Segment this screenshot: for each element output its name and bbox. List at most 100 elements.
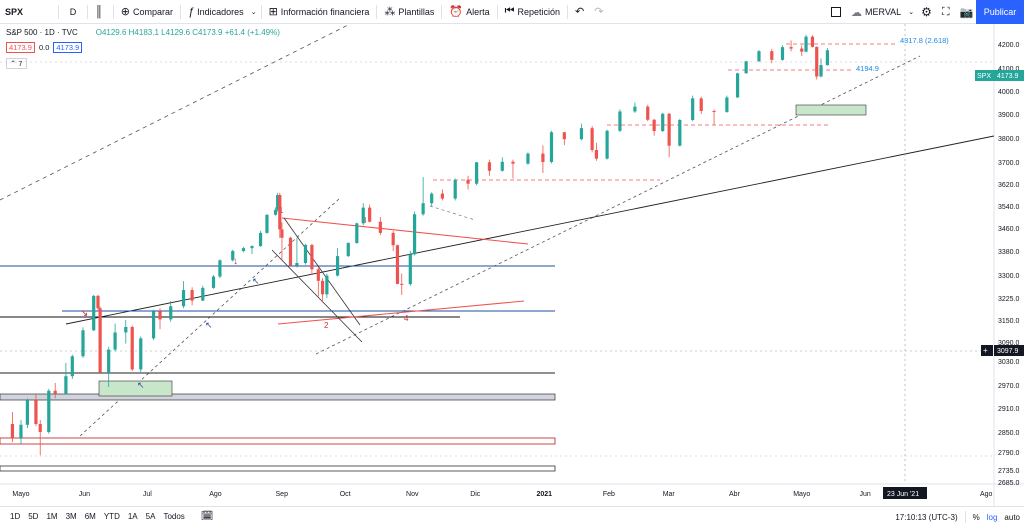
candle <box>320 278 325 303</box>
indicators-button[interactable]: ƒ Indicadores <box>183 0 249 24</box>
log-toggle[interactable]: log <box>986 512 998 522</box>
candle-body <box>361 207 365 224</box>
candle-body <box>395 245 400 284</box>
y-tick-label: 3225.0 <box>998 296 1020 303</box>
candle <box>633 102 637 113</box>
price-axis: 4300.0 4200.0 4100.0 4000.0 3900.0 3800.0 3700… <box>998 24 1020 487</box>
candle-body <box>250 246 254 249</box>
compare-button[interactable]: ⊕ Comparar <box>116 0 178 24</box>
crosshair-price-badge: + 3097.9 <box>981 345 1024 356</box>
templates-button[interactable]: ⁂ Plantillas <box>379 0 439 24</box>
range-button-1m[interactable]: 1M <box>46 512 58 521</box>
candle-body <box>804 36 808 52</box>
toolbar-separator <box>376 4 378 19</box>
publish-button[interactable]: Publicar <box>976 0 1024 24</box>
candle <box>810 35 815 48</box>
replay-button[interactable]: ⏮ Repetición <box>500 0 565 24</box>
undo-button[interactable]: ↶ <box>570 0 589 24</box>
bid-price[interactable]: 4173.9 <box>6 42 35 53</box>
layout-dropdown[interactable]: ⌄ <box>906 0 916 24</box>
candle-body <box>691 98 695 120</box>
candle <box>273 207 278 216</box>
candle-body <box>47 390 51 432</box>
candle <box>310 243 314 275</box>
candle-body <box>661 113 665 132</box>
candle <box>276 192 280 212</box>
redo-button[interactable]: ↷ <box>589 0 608 24</box>
level-zone-dark <box>0 465 556 472</box>
symbol-search[interactable]: SPX <box>0 0 56 24</box>
series-title[interactable]: S&P 500 · 1D · TVC <box>6 28 78 37</box>
alert-button[interactable]: ⏰ Alerta <box>444 0 494 24</box>
candle <box>605 129 609 160</box>
y-tick-label: 3380.0 <box>998 249 1020 256</box>
candle-body <box>211 276 216 288</box>
candle-body <box>241 248 246 251</box>
candle-body <box>735 73 740 98</box>
plus-icon[interactable]: + <box>983 346 988 355</box>
range-button-1d[interactable]: 1D <box>10 512 21 521</box>
candle-body <box>815 46 819 77</box>
candle-body <box>780 47 785 60</box>
fullscreen-toggle-button[interactable] <box>826 0 846 24</box>
candle-body <box>124 326 128 333</box>
chevron-down-icon: ⌄ <box>908 9 915 16</box>
candle <box>10 412 15 442</box>
level-zone-grey <box>0 393 556 401</box>
candle <box>96 294 100 310</box>
candle <box>303 243 308 265</box>
candle <box>201 285 205 301</box>
candle-body <box>10 424 15 439</box>
candle-body <box>25 400 29 425</box>
range-button-3m[interactable]: 3M <box>65 512 77 521</box>
candle-body <box>646 106 650 120</box>
clock-time[interactable]: 17:10:13 (UTC-3) <box>895 512 958 522</box>
wave-lower-line <box>277 300 525 325</box>
candle <box>92 294 96 331</box>
indicators-toggle[interactable]: ⌃ 7 <box>6 58 27 69</box>
chevron-up-icon: ⌃ <box>10 59 17 68</box>
candle <box>250 245 254 254</box>
range-button-5d[interactable]: 5D <box>28 512 39 521</box>
ask-price[interactable]: 4173.9 <box>53 42 83 53</box>
settings-button[interactable]: ⚙ <box>916 0 937 24</box>
candle <box>295 238 299 268</box>
percent-toggle[interactable]: % <box>972 512 980 522</box>
camera-icon: 📷 <box>959 6 974 19</box>
range-button-todos[interactable]: Todos <box>163 512 185 521</box>
cloud-icon: ☁ <box>851 6 862 19</box>
price-chart[interactable]: ↘ ↓ ↖ ↖ ↖ 1 2 3 4 4317.8 (2.618) 4194.9 … <box>0 24 1024 506</box>
candle-body <box>288 237 293 266</box>
candle-body <box>541 153 545 162</box>
compare-label: Comparar <box>133 6 174 17</box>
range-button-ytd[interactable]: YTD <box>103 512 120 521</box>
replay-icon: ⏮ <box>504 5 515 17</box>
financials-button[interactable]: ⊞ Información financiera <box>264 0 375 24</box>
candle-body <box>98 308 102 373</box>
level-zone-red <box>0 437 556 445</box>
publish-label: Publicar <box>983 7 1017 17</box>
candle-body <box>421 203 425 215</box>
toolbar-separator <box>441 4 443 19</box>
range-button-5a[interactable]: 5A <box>145 512 156 521</box>
bottom-toolbar: 1D 5D 1M 3M 6M YTD 1A 5A Todos 🗓 17:10:13 (UTC-3… <box>0 506 1024 526</box>
interval-button[interactable]: D <box>61 0 85 24</box>
date-range-button[interactable]: 🗓 <box>197 511 218 522</box>
candle-body <box>440 193 444 199</box>
candle <box>316 267 320 297</box>
range-button-1a[interactable]: 1A <box>127 512 138 521</box>
candle-body <box>231 251 235 261</box>
templates-icon: ⁂ <box>384 6 396 18</box>
fullscreen-button[interactable]: ⛶ <box>937 0 955 24</box>
indicators-dropdown[interactable]: ⌄ <box>249 0 259 24</box>
range-button-6m[interactable]: 6M <box>84 512 96 521</box>
add-alert-button-bg[interactable] <box>981 345 993 356</box>
wave-label-4: 4 <box>404 314 409 323</box>
chart-style-button[interactable]: ║ <box>90 0 111 24</box>
layout-button[interactable]: ☁ MERVAL <box>846 0 906 24</box>
auto-toggle[interactable]: auto <box>1004 512 1020 522</box>
snapshot-button[interactable]: 📷 <box>955 0 979 24</box>
square-icon <box>831 7 841 17</box>
plus-circle-icon: ⊕ <box>120 6 131 18</box>
crosshair-price-bg <box>994 345 1024 356</box>
